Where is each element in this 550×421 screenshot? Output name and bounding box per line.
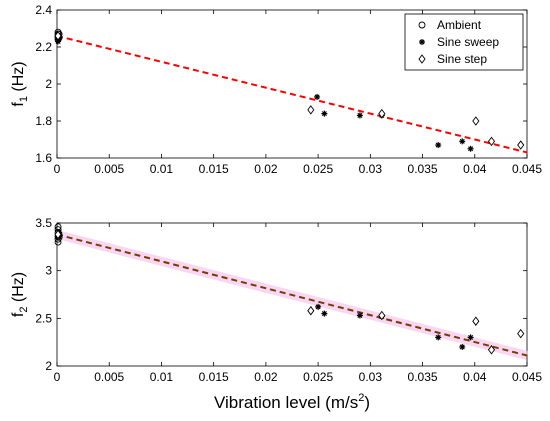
axes-box (56, 222, 528, 367)
legend: Ambient Sine sweep Sine step (404, 13, 524, 71)
sine-step-point (378, 108, 386, 119)
x-tick-label: 0.03 (359, 162, 383, 176)
x-tick-label: 0.03 (359, 370, 383, 384)
y-tick-label: 3.5 (35, 216, 52, 230)
legend-label: Ambient (437, 18, 482, 32)
fit-line (56, 34, 528, 154)
y-tick-label: 3 (45, 264, 52, 278)
sine-step-point (487, 345, 496, 355)
sine-sweep-point (459, 138, 466, 145)
sine-step-point (307, 305, 315, 316)
y-tick-label: 1.8 (35, 114, 52, 128)
y-tick-label: 2.5 (35, 311, 52, 325)
y-tick-label: 2.4 (35, 3, 52, 17)
sine-sweep-point (356, 112, 363, 119)
sine-step-point (517, 328, 525, 339)
x-tick-label: 0.045 (512, 370, 542, 384)
x-tick-label: 0.015 (199, 162, 229, 176)
x-tick-label: 0.005 (94, 162, 124, 176)
legend-label: Sine step (437, 52, 487, 66)
sine-step-point (517, 140, 525, 150)
legend-sine-sweep-marker (419, 39, 425, 45)
sine-sweep-point (321, 310, 328, 317)
legend-ambient-marker (418, 21, 426, 29)
sine-sweep-point (467, 334, 474, 341)
sine-sweep-point (467, 145, 474, 152)
sine-sweep-point (435, 142, 442, 149)
plot-panel-2: 0 0.005 0.01 0.015 0.02 0.025 0.03 0.035 0.04 0.0… (10, 216, 542, 412)
fit-line (56, 233, 528, 357)
x-tick-label: 0.025 (303, 162, 333, 176)
x-tick-label: 0.035 (408, 370, 438, 384)
sine-step-point (487, 136, 496, 147)
y-axis-label: f1 (Hz) (10, 61, 30, 106)
x-tick-label: 0.02 (254, 370, 278, 384)
sine-sweep-point (356, 312, 363, 319)
sine-sweep-point (314, 93, 321, 100)
x-tick-label: 0.04 (463, 162, 487, 176)
x-axis-label: Vibration level (m/s2) (214, 392, 370, 412)
sine-sweep-point (315, 303, 322, 310)
plot-panel-1: 0 0.005 0.01 0.015 0.02 0.025 0.03 0.035 0.04 0.0… (10, 3, 542, 176)
x-tick-label: 0 (54, 162, 61, 176)
sine-sweep-point (321, 110, 328, 117)
sine-step-point (54, 31, 62, 41)
sine-step-point (54, 229, 62, 240)
x-tick-label: 0.005 (94, 370, 124, 384)
y-axis-label: f2 (Hz) (10, 272, 30, 317)
sine-step-point (307, 105, 315, 115)
legend-sine-step-marker (418, 54, 426, 64)
x-tick-label: 0 (54, 370, 61, 384)
x-tick-label: 0.045 (512, 162, 542, 176)
x-tick-label: 0.02 (254, 162, 278, 176)
x-tick-label: 0.015 (199, 370, 229, 384)
legend-label: Sine sweep (437, 35, 499, 49)
y-tick-label: 2.2 (35, 40, 52, 54)
x-tick-label: 0.04 (463, 370, 487, 384)
x-tick-label: 0.01 (150, 162, 174, 176)
y-tick-label: 1.6 (35, 151, 52, 165)
y-tick-label: 2 (45, 77, 52, 91)
x-tick-label: 0.01 (150, 370, 174, 384)
x-tick-label: 0.035 (408, 162, 438, 176)
sine-step-point (472, 316, 480, 326)
sine-step-point (378, 310, 386, 321)
y-tick-label: 2 (45, 359, 52, 373)
sine-sweep-point (435, 334, 442, 341)
sine-sweep-point (459, 343, 466, 350)
sine-step-point (472, 116, 480, 126)
x-tick-label: 0.025 (303, 370, 333, 384)
